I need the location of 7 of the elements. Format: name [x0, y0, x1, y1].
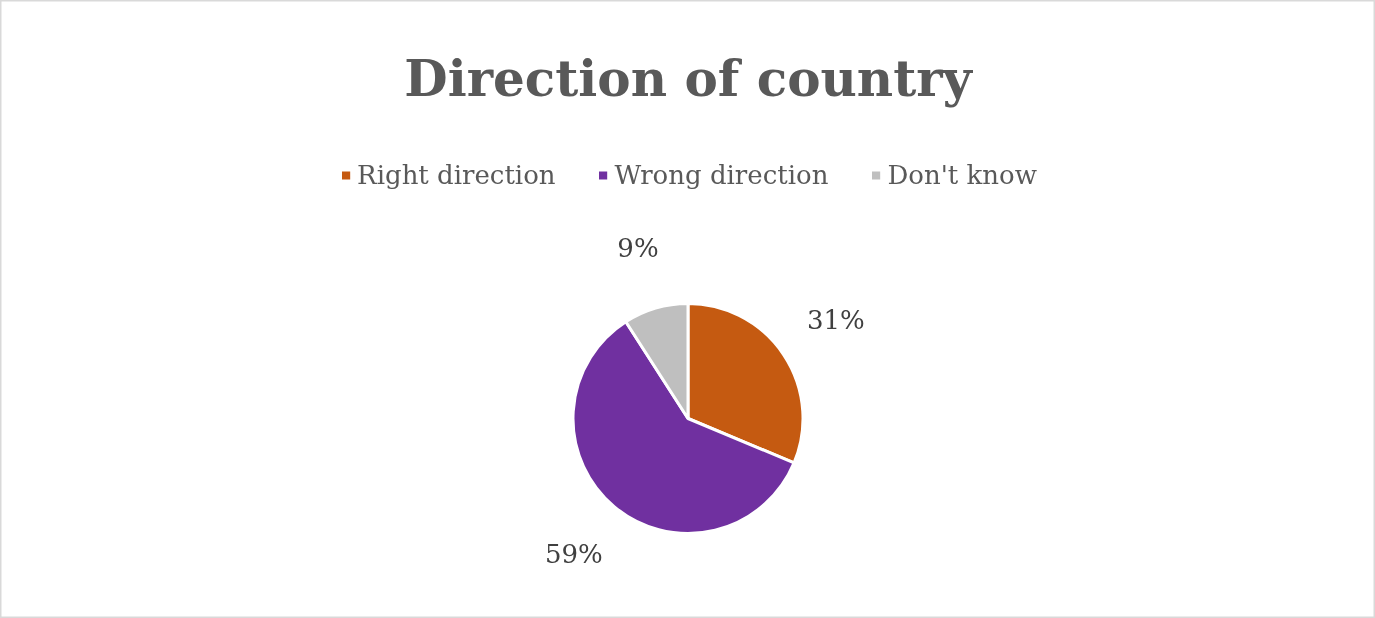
data-label: 9% — [617, 233, 659, 264]
chart-title: Direction of country — [404, 49, 974, 108]
legend-label: Wrong direction — [614, 160, 829, 190]
legend-label: Right direction — [357, 160, 556, 190]
legend-label: Don't know — [887, 160, 1037, 190]
data-label: 59% — [545, 539, 603, 570]
data-label: 31% — [806, 305, 865, 336]
